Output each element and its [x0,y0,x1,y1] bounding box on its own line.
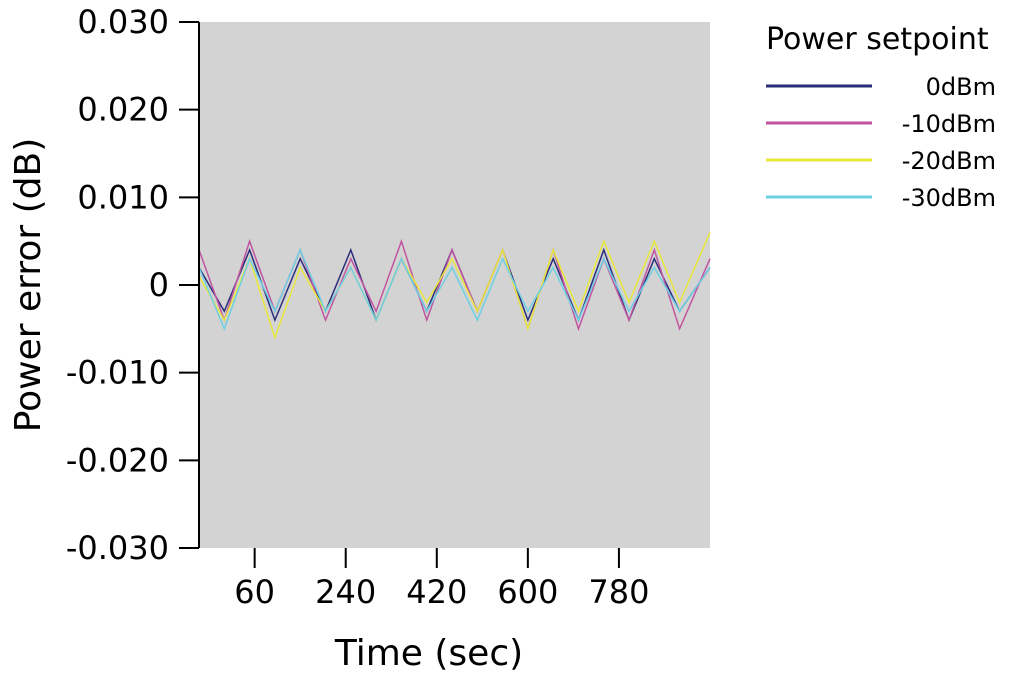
series-line-2 [198,232,711,340]
legend-title: Power setpoint [766,22,989,57]
y-tick-label: -0.030 [66,529,169,567]
x-axis-title: Time (sec) [334,633,523,674]
x-tick-label: 420 [406,573,467,611]
x-tick-label: 240 [315,573,376,611]
series-layer [198,232,711,340]
series-line-3 [198,247,711,331]
plot-background [199,22,710,548]
legend: Power setpoint 0dBm -10dBm -20dBm -30dBm [766,22,996,212]
y-tick-label: 0 [149,266,169,304]
y-tick-label: -0.020 [66,441,169,479]
legend-label-3: -30dBm [902,184,996,212]
y-tick-label: 0.020 [77,91,169,129]
x-tick-label: 60 [234,573,275,611]
legend-label-1: -10dBm [902,110,996,138]
x-tick-label: 780 [588,573,649,611]
y-tick-label: 0.010 [77,178,169,216]
legend-label-0: 0dBm [926,73,996,101]
legend-label-2: -20dBm [902,147,996,175]
y-tick-label: 0.030 [77,3,169,41]
x-tick-label: 600 [497,573,558,611]
y-tick-label: -0.010 [66,354,169,392]
x-axis: 60 240 420 600 780 [234,548,649,611]
y-axis: 0.030 0.020 0.010 0 -0.010 -0.020 -0.030 [66,3,199,567]
y-axis-title: Power error (dB) [8,138,49,433]
